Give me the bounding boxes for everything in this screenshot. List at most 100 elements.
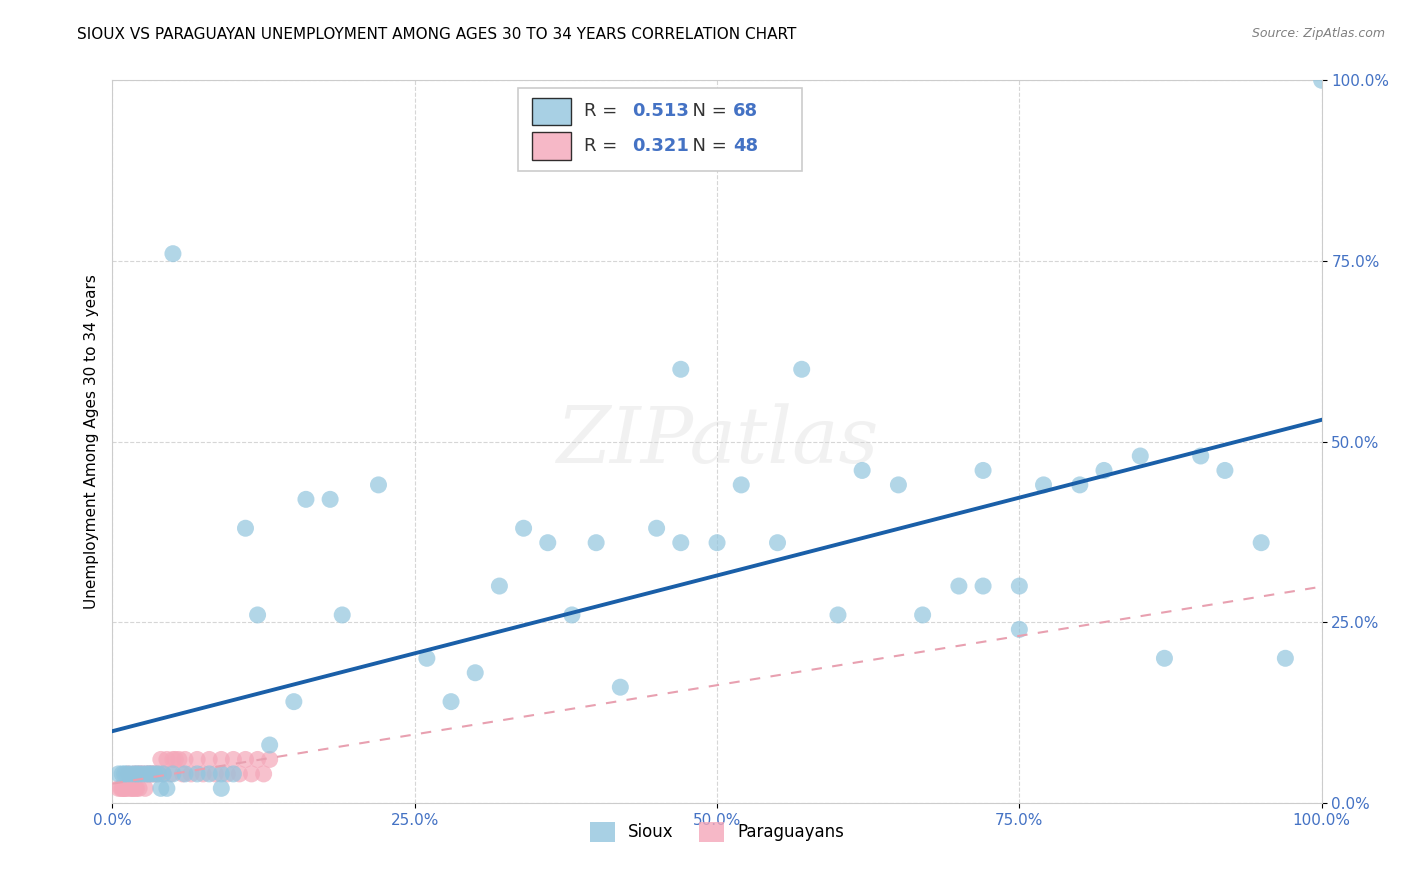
Point: [141, 767, 163, 781]
Text: R =: R =: [583, 103, 623, 120]
Point: [122, 781, 145, 796]
Point: [162, 767, 184, 781]
Point: [537, 535, 560, 549]
Point: [186, 767, 208, 781]
Point: [122, 767, 145, 781]
Point: [141, 767, 163, 781]
Point: [1250, 535, 1272, 549]
Point: [217, 767, 239, 781]
Point: [295, 492, 318, 507]
Point: [330, 607, 353, 622]
Point: [172, 767, 194, 781]
Point: [609, 680, 631, 694]
Point: [149, 781, 172, 796]
Point: [149, 752, 172, 766]
Point: [1092, 463, 1115, 477]
Point: [180, 767, 202, 781]
Point: [159, 767, 181, 781]
Point: [198, 767, 221, 781]
Point: [259, 752, 281, 766]
Point: [110, 781, 132, 796]
Text: N =: N =: [681, 103, 733, 120]
Point: [135, 767, 157, 781]
Point: [132, 767, 155, 781]
Point: [128, 781, 150, 796]
Point: [827, 607, 849, 622]
Point: [125, 781, 148, 796]
Point: [766, 535, 789, 549]
Point: [156, 752, 179, 766]
Point: [132, 767, 155, 781]
Text: 48: 48: [733, 137, 758, 155]
Point: [138, 767, 160, 781]
Point: [174, 767, 197, 781]
FancyBboxPatch shape: [517, 87, 801, 170]
Point: [107, 781, 129, 796]
Point: [488, 579, 510, 593]
Point: [129, 767, 152, 781]
Point: [585, 535, 607, 549]
Point: [416, 651, 439, 665]
Point: [138, 767, 160, 781]
Point: [972, 463, 994, 477]
Point: [114, 781, 136, 796]
Point: [114, 767, 136, 781]
Point: [851, 463, 873, 477]
Point: [669, 362, 692, 376]
Point: [152, 767, 174, 781]
Point: [228, 767, 250, 781]
Point: [152, 767, 174, 781]
Point: [1008, 623, 1031, 637]
Point: [148, 767, 170, 781]
Point: [141, 767, 163, 781]
Point: [259, 738, 281, 752]
Point: [1310, 73, 1333, 87]
Point: [162, 752, 184, 766]
Point: [1274, 651, 1296, 665]
Point: [204, 767, 226, 781]
Point: [464, 665, 486, 680]
Point: [107, 767, 129, 781]
Point: [790, 362, 813, 376]
Point: [135, 767, 157, 781]
Point: [128, 767, 150, 781]
Point: [186, 752, 208, 766]
Text: ZIPatlas: ZIPatlas: [555, 403, 879, 480]
Point: [1032, 478, 1054, 492]
Point: [120, 781, 142, 796]
Y-axis label: Unemployment Among Ages 30 to 34 years: Unemployment Among Ages 30 to 34 years: [83, 274, 98, 609]
Point: [124, 781, 146, 796]
Point: [156, 781, 179, 796]
Point: [253, 767, 276, 781]
Point: [706, 535, 728, 549]
Point: [240, 767, 263, 781]
Point: [1129, 449, 1152, 463]
Point: [246, 752, 269, 766]
Text: Source: ZipAtlas.com: Source: ZipAtlas.com: [1251, 27, 1385, 40]
Point: [143, 767, 166, 781]
FancyBboxPatch shape: [531, 132, 571, 160]
Point: [440, 695, 463, 709]
Point: [162, 246, 184, 260]
Point: [191, 767, 214, 781]
Point: [111, 781, 134, 796]
Point: [209, 752, 232, 766]
Point: [114, 781, 136, 796]
Point: [1069, 478, 1091, 492]
Point: [246, 607, 269, 622]
Text: SIOUX VS PARAGUAYAN UNEMPLOYMENT AMONG AGES 30 TO 34 YEARS CORRELATION CHART: SIOUX VS PARAGUAYAN UNEMPLOYMENT AMONG A…: [77, 27, 797, 42]
Text: 0.513: 0.513: [633, 103, 689, 120]
Point: [146, 767, 169, 781]
Point: [283, 695, 305, 709]
Point: [125, 767, 148, 781]
Point: [209, 781, 232, 796]
Point: [512, 521, 534, 535]
Point: [111, 767, 134, 781]
Point: [561, 607, 583, 622]
Point: [134, 781, 156, 796]
Point: [1189, 449, 1212, 463]
Point: [174, 752, 197, 766]
Text: N =: N =: [681, 137, 733, 155]
Point: [1213, 463, 1236, 477]
Point: [645, 521, 668, 535]
